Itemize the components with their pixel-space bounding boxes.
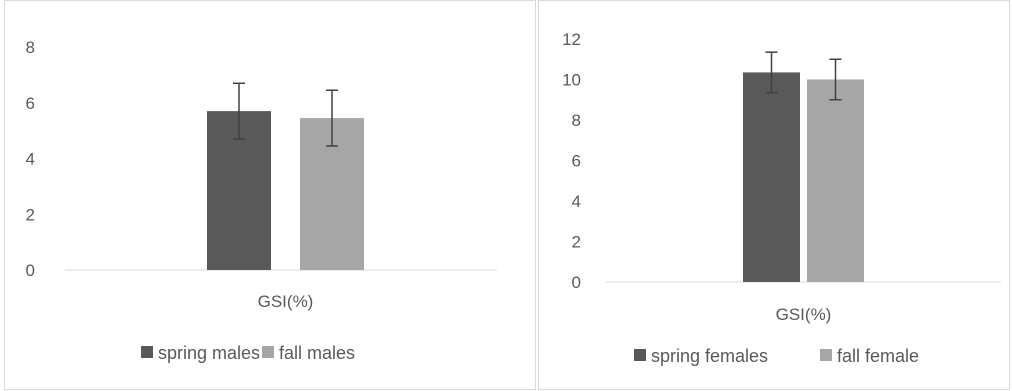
legend-label: fall female bbox=[837, 346, 919, 366]
y-tick-label: 6 bbox=[26, 94, 35, 113]
x-category-label: GSI(%) bbox=[776, 305, 832, 324]
y-tick-label: 2 bbox=[572, 233, 581, 252]
error-bar bbox=[829, 58, 842, 101]
y-tick-label: 2 bbox=[26, 205, 35, 224]
legend-label: spring males bbox=[158, 343, 260, 363]
legend-swatch bbox=[141, 346, 153, 358]
error-bar bbox=[233, 82, 245, 140]
y-tick-label: 4 bbox=[26, 150, 35, 169]
y-tick-label: 8 bbox=[572, 111, 581, 130]
bar-spring-females bbox=[743, 72, 800, 282]
y-tick-label: 4 bbox=[572, 192, 581, 211]
y-tick-label: 0 bbox=[572, 273, 581, 292]
y-tick-label: 12 bbox=[562, 30, 581, 49]
y-tick-label: 0 bbox=[26, 261, 35, 280]
legend-swatch bbox=[820, 349, 832, 361]
y-tick-label: 8 bbox=[26, 38, 35, 57]
error-bar bbox=[326, 89, 338, 147]
y-tick-label: 10 bbox=[562, 71, 581, 90]
legend-swatch bbox=[262, 346, 274, 358]
legend-swatch bbox=[634, 349, 646, 361]
legend-label: spring females bbox=[651, 346, 768, 366]
females-chart-svg: 0 2 4 6 8 10 12 GSI(%) spring females fall female bbox=[562, 30, 1001, 366]
chart-panel-females: 0 2 4 6 8 10 12 GSI(%) spring females fall female bbox=[538, 0, 1010, 390]
x-category-label: GSI(%) bbox=[258, 292, 314, 311]
chart-panel-males: 0 2 4 6 8 GSI(%) spring males fall males bbox=[4, 0, 536, 390]
error-bar bbox=[765, 51, 778, 94]
legend-label: fall males bbox=[279, 343, 355, 363]
bar-fall-female bbox=[807, 79, 864, 282]
y-tick-label: 6 bbox=[572, 152, 581, 171]
males-chart-svg: 0 2 4 6 8 GSI(%) spring males fall males bbox=[26, 38, 497, 363]
